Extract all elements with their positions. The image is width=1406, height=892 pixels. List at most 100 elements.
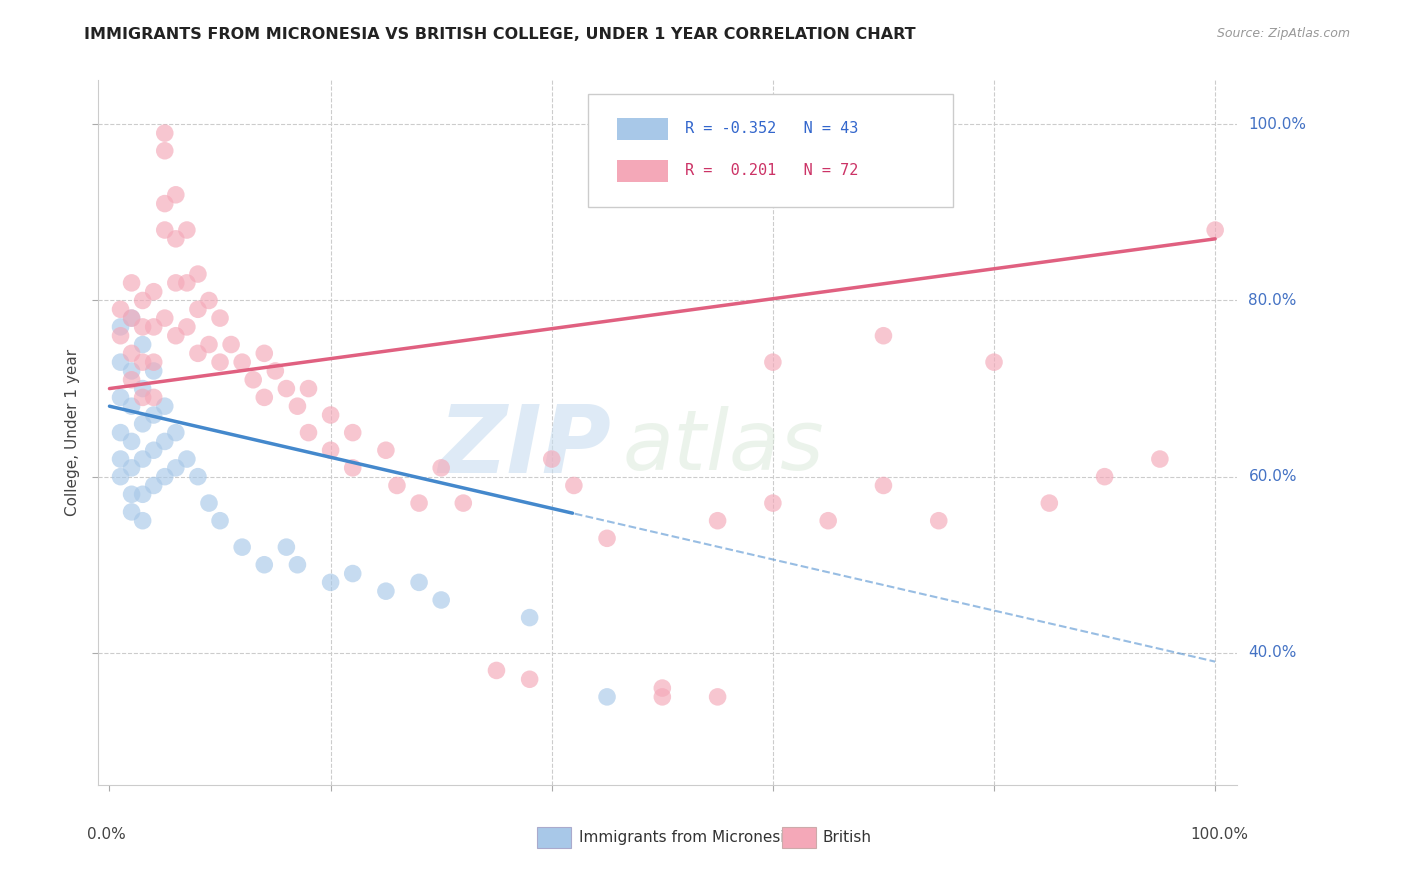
Point <box>408 575 430 590</box>
Point <box>121 505 143 519</box>
Text: 100.0%: 100.0% <box>1249 117 1306 132</box>
Point <box>706 690 728 704</box>
Point <box>198 496 221 510</box>
Point <box>121 311 143 326</box>
Point <box>453 496 475 510</box>
Point <box>408 496 430 510</box>
Text: Immigrants from Micronesia: Immigrants from Micronesia <box>579 830 794 845</box>
Point <box>176 223 198 237</box>
Point <box>342 425 364 440</box>
Point <box>121 276 143 290</box>
Point <box>187 346 209 360</box>
Point <box>319 575 342 590</box>
Point <box>176 276 198 290</box>
Point <box>319 408 342 422</box>
Text: 80.0%: 80.0% <box>1249 293 1296 308</box>
Point <box>187 302 209 317</box>
Text: R = -0.352   N = 43: R = -0.352 N = 43 <box>685 120 858 136</box>
Point <box>165 232 187 246</box>
Point <box>276 540 298 554</box>
Point <box>430 593 453 607</box>
Point <box>374 443 396 458</box>
Point <box>651 681 673 695</box>
Point <box>121 364 143 378</box>
Point <box>231 540 253 554</box>
Point <box>342 566 364 581</box>
Text: British: British <box>823 830 872 845</box>
Text: atlas: atlas <box>623 406 824 487</box>
Point <box>253 346 276 360</box>
Point <box>596 532 619 546</box>
Point <box>165 276 187 290</box>
Point <box>142 285 165 299</box>
Point <box>430 460 453 475</box>
Point <box>110 328 132 343</box>
Text: 100.0%: 100.0% <box>1191 827 1249 842</box>
Point <box>342 460 364 475</box>
Point <box>110 452 132 467</box>
Point <box>519 610 541 624</box>
Text: 60.0%: 60.0% <box>1249 469 1296 484</box>
Point <box>209 355 232 369</box>
Point <box>153 223 176 237</box>
Point <box>706 514 728 528</box>
Point <box>287 399 309 413</box>
Point <box>131 337 153 351</box>
FancyBboxPatch shape <box>537 827 571 848</box>
Point <box>131 514 153 528</box>
Point <box>153 196 176 211</box>
Text: ZIP: ZIP <box>439 401 612 492</box>
Point <box>187 267 209 281</box>
Text: Source: ZipAtlas.com: Source: ZipAtlas.com <box>1216 27 1350 40</box>
Point <box>385 478 408 492</box>
Point <box>153 434 176 449</box>
Point <box>928 514 950 528</box>
Text: IMMIGRANTS FROM MICRONESIA VS BRITISH COLLEGE, UNDER 1 YEAR CORRELATION CHART: IMMIGRANTS FROM MICRONESIA VS BRITISH CO… <box>84 27 915 42</box>
Point <box>142 478 165 492</box>
Point <box>651 690 673 704</box>
Point <box>110 319 132 334</box>
Point <box>142 391 165 405</box>
Point <box>153 144 176 158</box>
Point <box>153 469 176 483</box>
Point <box>253 558 276 572</box>
Point <box>121 346 143 360</box>
Point <box>176 452 198 467</box>
Point <box>165 328 187 343</box>
Point <box>131 391 153 405</box>
Point <box>1204 223 1226 237</box>
FancyBboxPatch shape <box>782 827 815 848</box>
Point <box>153 126 176 140</box>
FancyBboxPatch shape <box>617 118 668 140</box>
Point <box>121 487 143 501</box>
Point <box>121 399 143 413</box>
Point <box>131 355 153 369</box>
Text: R =  0.201   N = 72: R = 0.201 N = 72 <box>685 163 858 178</box>
Point <box>142 443 165 458</box>
FancyBboxPatch shape <box>617 160 668 183</box>
Point <box>187 469 209 483</box>
Point <box>142 319 165 334</box>
Point <box>209 311 232 326</box>
Point <box>983 355 1005 369</box>
Point <box>242 373 264 387</box>
Point <box>110 469 132 483</box>
Point <box>153 311 176 326</box>
Point <box>110 425 132 440</box>
Point <box>219 337 242 351</box>
Point <box>287 558 309 572</box>
Point <box>374 584 396 599</box>
Point <box>165 460 187 475</box>
FancyBboxPatch shape <box>588 95 953 207</box>
Point <box>817 514 839 528</box>
Point <box>872 328 894 343</box>
Point <box>153 399 176 413</box>
Point <box>142 355 165 369</box>
Point <box>110 355 132 369</box>
Point <box>231 355 253 369</box>
Point <box>142 408 165 422</box>
Point <box>121 460 143 475</box>
Point <box>176 319 198 334</box>
Point <box>165 425 187 440</box>
Point <box>131 452 153 467</box>
